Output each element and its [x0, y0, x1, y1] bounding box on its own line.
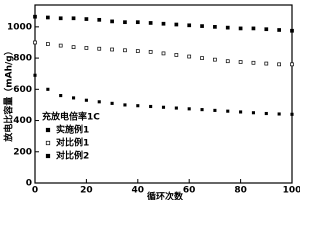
data-point — [174, 22, 179, 27]
data-point — [213, 108, 217, 112]
data-point — [251, 111, 256, 115]
legend-label: 对比例1 — [56, 137, 89, 149]
data-point — [45, 15, 50, 20]
data-point — [97, 17, 102, 22]
data-point — [110, 47, 114, 52]
x-tick-label: 60 — [183, 186, 196, 196]
x-tick-label: 40 — [132, 186, 145, 196]
data-point — [213, 57, 217, 62]
data-point — [71, 45, 76, 50]
data-point — [149, 104, 153, 109]
data-point — [277, 62, 281, 67]
data-point — [238, 26, 243, 31]
chart: 循环次数 放电比容量（mAh/g） 充放电倍率1C 0 20 40 60 80 10002… — [3, 4, 301, 203]
data-point — [135, 49, 140, 53]
data-point — [239, 110, 243, 114]
legend-marker — [45, 127, 51, 133]
plot-frame — [34, 4, 293, 184]
legend-marker — [45, 140, 51, 146]
data-point — [200, 56, 204, 60]
data-point — [148, 21, 153, 25]
data-point — [33, 40, 37, 45]
data-point — [200, 108, 204, 112]
data-point — [213, 25, 217, 29]
y-tick-label: 1000 — [7, 22, 32, 32]
data-point — [33, 73, 37, 77]
data-point — [123, 103, 127, 107]
legend-marker — [45, 153, 51, 159]
data-point — [290, 28, 294, 33]
y-axis-label: 放电比容量（mAh/g） — [3, 46, 15, 142]
data-point — [58, 43, 63, 48]
data-point — [110, 101, 114, 105]
data-point — [45, 42, 50, 46]
x-tick-label: 80 — [234, 186, 247, 196]
y-tick-label: 800 — [13, 54, 32, 64]
data-point — [84, 46, 89, 50]
data-point — [290, 62, 294, 67]
data-point — [136, 104, 140, 108]
data-point — [161, 105, 166, 109]
x-axis-label: 循环次数 — [147, 191, 184, 201]
data-point — [97, 46, 102, 51]
data-point — [110, 19, 114, 24]
data-point — [59, 94, 63, 98]
data-point — [58, 16, 63, 21]
data-point — [251, 60, 256, 65]
data-point — [238, 60, 243, 64]
data-point — [161, 21, 166, 26]
data-point — [84, 17, 89, 21]
data-point — [264, 27, 269, 32]
data-point — [226, 109, 230, 113]
data-point — [71, 96, 76, 100]
data-point — [71, 16, 76, 21]
data-point — [174, 106, 178, 110]
data-point — [123, 48, 127, 53]
y-tick-label: 0 — [26, 179, 32, 189]
data-point — [264, 61, 269, 66]
data-point — [200, 24, 204, 28]
data-point — [46, 87, 50, 91]
data-point — [123, 20, 127, 25]
y-tick-label: 200 — [13, 147, 32, 157]
data-point — [97, 100, 101, 104]
data-point — [84, 98, 88, 102]
y-tick-label: 400 — [13, 116, 32, 126]
data-point — [225, 59, 230, 64]
data-point — [290, 112, 294, 116]
y-tick-label: 600 — [13, 85, 32, 95]
x-tick-label: 100 — [283, 186, 300, 196]
legend-title: 充放电倍率1C — [42, 111, 100, 123]
legend-label: 实施例1 — [56, 124, 89, 136]
data-point — [174, 53, 179, 57]
x-tick-label: 20 — [80, 186, 93, 196]
data-point — [187, 23, 192, 28]
data-point — [33, 14, 37, 19]
legend-label: 对比例2 — [56, 150, 89, 162]
data-point — [187, 54, 192, 59]
data-point — [277, 112, 281, 116]
data-point — [225, 25, 230, 30]
data-point — [264, 111, 268, 116]
data-point — [148, 49, 153, 54]
data-point — [187, 107, 191, 111]
data-point — [251, 26, 256, 31]
data-point — [135, 20, 140, 25]
data-point — [161, 51, 166, 56]
data-point — [277, 28, 281, 32]
x-tick-label: 0 — [32, 186, 38, 196]
